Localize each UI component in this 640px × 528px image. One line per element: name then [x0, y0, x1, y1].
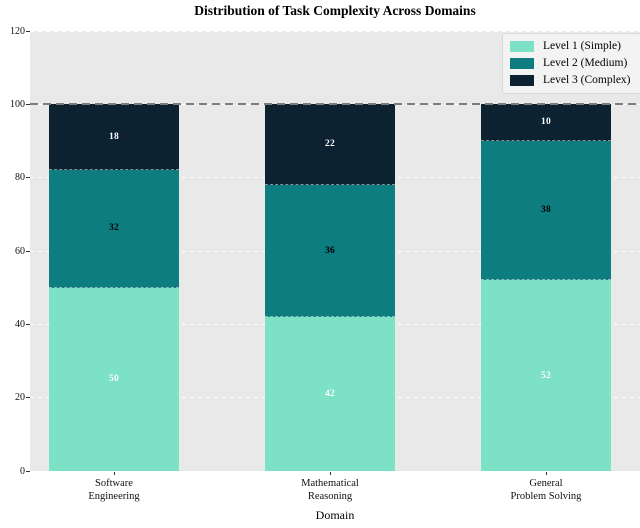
y-tick-label: 0: [20, 465, 25, 477]
x-tick-label: General Problem Solving: [471, 477, 621, 503]
legend-swatch-level-2-icon: [510, 58, 534, 69]
bar-segment-2-level-3: 22: [265, 104, 395, 185]
bar-segment-1-level-2: 32: [49, 170, 179, 288]
legend-item-level-1: Level 1 (Simple): [510, 40, 631, 53]
x-tick-label-line: Mathematical: [301, 478, 359, 489]
y-tick-label: 60: [15, 245, 25, 257]
x-tick-label-line: Software: [95, 478, 133, 489]
legend-label-level-1: Level 1 (Simple): [543, 40, 621, 52]
y-tick-mark: [26, 250, 30, 252]
legend-label-level-2: Level 2 (Medium): [543, 57, 628, 69]
x-tick-label-line: Reasoning: [307, 491, 353, 502]
bar-segment-1-level-3: 18: [49, 104, 179, 171]
bar-segment-3-level-2: 38: [481, 141, 611, 281]
bar-segment-2-level-1: 42: [265, 317, 395, 471]
y-tick-mark: [26, 397, 30, 399]
y-tick-mark: [26, 177, 30, 179]
bar-value-label: 50: [108, 374, 120, 385]
x-tick-label: Mathematical Reasoning: [255, 477, 405, 503]
bar-segment-3-level-1: 52: [481, 280, 611, 471]
bar-value-label: 22: [324, 139, 336, 150]
y-tick-mark: [26, 30, 30, 32]
x-tick-label-line: General: [529, 478, 563, 489]
y-tick-label: 40: [15, 318, 25, 330]
y-tick-mark: [26, 323, 30, 325]
gridline-y120: [30, 30, 640, 32]
legend-label-level-3: Level 3 (Complex): [543, 74, 631, 86]
x-tick-mark: [114, 472, 115, 475]
legend-swatch-level-3-icon: [510, 75, 534, 86]
x-tick-label-line: Problem Solving: [510, 491, 582, 502]
x-tick-mark: [546, 472, 547, 475]
y-tick-mark: [26, 470, 30, 472]
y-tick-label: 20: [15, 392, 25, 404]
bar-value-label: 52: [540, 370, 552, 381]
bar-segment-3-level-3: 10: [481, 104, 611, 141]
y-tick-label: 120: [10, 25, 25, 37]
x-tick-label: Software Engineering: [39, 477, 189, 503]
x-tick-label-line: Engineering: [88, 491, 140, 502]
bar-value-label: 38: [540, 205, 552, 216]
chart-title: Distribution of Task Complexity Across D…: [194, 3, 476, 18]
bar-value-label: 10: [540, 117, 552, 128]
bar-segment-2-level-2: 36: [265, 185, 395, 317]
legend-item-level-3: Level 3 (Complex): [510, 74, 631, 87]
y-tick-label: 100: [10, 98, 25, 110]
x-tick-mark: [330, 472, 331, 475]
legend-item-level-2: Level 2 (Medium): [510, 57, 631, 70]
legend: Level 1 (Simple) Level 2 (Medium) Level …: [502, 33, 640, 94]
reference-line-100: [30, 103, 640, 106]
y-tick-label: 80: [15, 172, 25, 184]
bar-value-label: 36: [324, 245, 336, 256]
bar-segment-1-level-1: 50: [49, 287, 179, 471]
bar-value-label: 32: [108, 223, 120, 234]
bar-value-label: 18: [108, 131, 120, 142]
bar-value-label: 42: [324, 389, 336, 399]
legend-swatch-level-1-icon: [510, 41, 534, 52]
y-tick-mark: [26, 103, 30, 105]
x-axis-title: Domain: [315, 508, 355, 522]
